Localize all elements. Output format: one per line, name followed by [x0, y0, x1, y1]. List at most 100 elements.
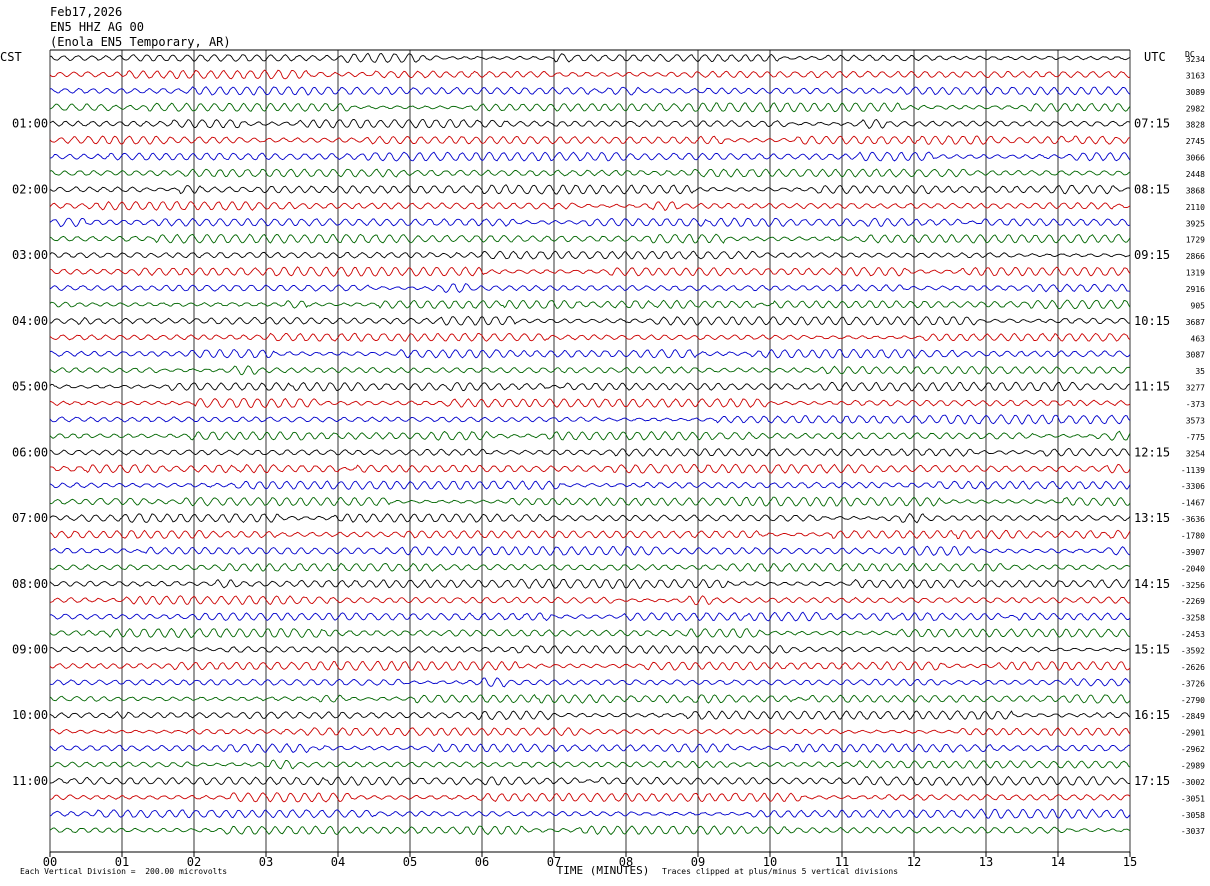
dc-offset-label: -2849 — [1181, 712, 1205, 721]
station-label: (Enola EN5 Temporary, AR) — [50, 35, 231, 49]
seismic-trace — [49, 184, 1131, 195]
dc-offset-label: -3592 — [1181, 646, 1205, 655]
date-label: Feb17,2026 — [50, 5, 123, 19]
dc-offset-label: -1467 — [1181, 499, 1205, 508]
seismic-trace — [49, 266, 1131, 277]
seismic-trace — [49, 775, 1131, 786]
utc-hour-label: 07:15 — [1134, 117, 1170, 131]
dc-offset-label: 1319 — [1186, 269, 1205, 278]
x-tick-label: 04 — [331, 855, 345, 869]
left-timezone-label: CST — [0, 50, 22, 64]
seismic-trace — [49, 348, 1131, 359]
cst-hour-label: 03:00 — [12, 248, 48, 262]
seismic-trace — [49, 52, 1131, 63]
x-tick-label: 10 — [763, 855, 777, 869]
utc-hour-label: 08:15 — [1134, 182, 1170, 196]
seismic-trace — [49, 86, 1131, 96]
seismic-trace — [49, 69, 1131, 80]
seismic-trace — [49, 447, 1131, 457]
dc-offset-label: -3636 — [1181, 515, 1205, 524]
seismic-trace — [49, 677, 1131, 688]
utc-hour-label: 17:15 — [1134, 774, 1170, 788]
utc-hour-label: 13:15 — [1134, 511, 1170, 525]
x-tick-label: 12 — [907, 855, 921, 869]
seismic-trace — [49, 660, 1131, 671]
seismic-trace — [49, 135, 1131, 145]
seismic-trace — [49, 743, 1131, 754]
x-axis-label: TIME (MINUTES) — [557, 864, 650, 877]
seismic-trace — [49, 808, 1131, 820]
seismic-trace — [49, 102, 1131, 113]
dc-offset-label: -373 — [1186, 400, 1205, 409]
seismic-trace — [49, 627, 1131, 639]
utc-hour-label: 11:15 — [1134, 380, 1170, 394]
seismic-trace — [49, 578, 1131, 590]
dc-offset-label: 3828 — [1186, 121, 1205, 130]
seismic-trace — [49, 644, 1131, 654]
seismic-trace — [49, 365, 1131, 376]
dc-offset-label: 3066 — [1186, 154, 1205, 163]
seismic-trace — [49, 233, 1131, 244]
seismic-trace — [49, 496, 1131, 507]
utc-hour-label: 16:15 — [1134, 708, 1170, 722]
cst-hour-label: 07:00 — [12, 511, 48, 525]
dc-offset-label: 3234 — [1186, 55, 1205, 64]
dc-offset-label: -3256 — [1181, 581, 1205, 590]
dc-offset-label: -3306 — [1181, 482, 1205, 491]
dc-offset-label: 3254 — [1186, 449, 1205, 458]
utc-hour-label: 15:15 — [1134, 642, 1170, 656]
x-tick-label: 14 — [1051, 855, 1065, 869]
dc-offset-label: 905 — [1191, 301, 1206, 310]
dc-offset-label: -3907 — [1181, 548, 1205, 557]
cst-hour-label: 11:00 — [12, 774, 48, 788]
x-tick-label: 01 — [115, 855, 129, 869]
dc-offset-label: 3277 — [1186, 384, 1205, 393]
dc-offset-label: -2040 — [1181, 564, 1205, 573]
scale-note: Each Vertical Division = 200.00 microvol… — [20, 867, 228, 876]
dc-offset-label: 2916 — [1186, 285, 1205, 294]
dc-offset-label: -2790 — [1181, 696, 1205, 705]
cst-hour-label: 09:00 — [12, 642, 48, 656]
cst-hour-label: 08:00 — [12, 577, 48, 591]
dc-offset-label: 35 — [1195, 367, 1205, 376]
cst-hour-label: 06:00 — [12, 445, 48, 459]
dc-offset-label: 2448 — [1186, 170, 1205, 179]
x-tick-label: 03 — [259, 855, 273, 869]
seismic-trace — [49, 217, 1131, 228]
dc-offset-label: -2989 — [1181, 761, 1205, 770]
seismic-trace — [49, 611, 1131, 622]
seismic-trace — [49, 727, 1131, 737]
x-tick-label: 06 — [475, 855, 489, 869]
seismic-trace — [49, 710, 1131, 721]
seismic-trace — [49, 397, 1131, 409]
seismic-trace — [49, 201, 1131, 212]
right-timezone-label: UTC — [1144, 50, 1166, 64]
dc-offset-label: -2453 — [1181, 630, 1205, 639]
dc-offset-label: -1139 — [1181, 466, 1205, 475]
seismic-trace — [49, 693, 1131, 704]
seismic-trace — [49, 545, 1131, 556]
seismic-trace — [49, 529, 1131, 540]
seismic-trace — [49, 512, 1131, 524]
seismic-trace — [49, 381, 1131, 392]
seismic-trace — [49, 118, 1131, 129]
utc-hour-label: 12:15 — [1134, 445, 1170, 459]
dc-offset-label: 2110 — [1186, 203, 1205, 212]
dc-offset-label: -2626 — [1181, 663, 1205, 672]
dc-offset-label: -2901 — [1181, 729, 1205, 738]
x-tick-label: 02 — [187, 855, 201, 869]
dc-offset-label: 463 — [1191, 334, 1206, 343]
seismic-trace — [49, 299, 1131, 310]
dc-offset-label: -3058 — [1181, 811, 1205, 820]
seismic-trace — [50, 759, 1131, 770]
dc-offset-label: 3687 — [1186, 318, 1205, 327]
dc-offset-label: 3925 — [1186, 219, 1205, 228]
cst-hour-label: 05:00 — [12, 380, 48, 394]
channel-label: EN5 HHZ AG 00 — [50, 20, 144, 34]
dc-offset-label: 3163 — [1186, 71, 1205, 80]
x-tick-label: 08 — [619, 855, 633, 869]
dc-offset-label: -775 — [1186, 433, 1205, 442]
x-tick-label: 00 — [43, 855, 57, 869]
x-tick-label: 11 — [835, 855, 849, 869]
